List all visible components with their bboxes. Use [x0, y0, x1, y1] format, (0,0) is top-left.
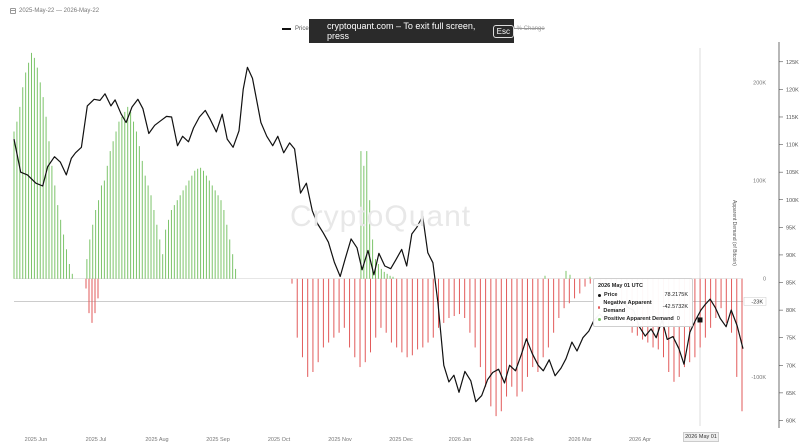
esc-key-hint: Esc [492, 24, 514, 38]
tooltip-row-price: Price 78.2175K [598, 291, 688, 299]
cursor-value-label: -23K [751, 299, 763, 305]
cursor-value-box [743, 297, 767, 306]
date-range-label: 2025-May-22 — 2026-May-22 [19, 8, 100, 14]
price-tick-label: 75K [786, 336, 796, 342]
cursor-marker [697, 317, 703, 323]
demand-tick-label: 200K [753, 80, 766, 86]
tooltip-label: Positive Apparent Demand [604, 316, 674, 322]
x-tick-label: 2025 Aug [145, 437, 168, 443]
price-tick-label: 120K [786, 87, 799, 93]
price-tick-label: 125K [786, 60, 799, 66]
date-range-selector[interactable]: 2025-May-22 — 2026-May-22 [10, 8, 99, 14]
price-tick-label: 60K [786, 418, 796, 424]
x-tick-label: 2026 Feb [510, 437, 533, 443]
legend-price-label: Price [295, 26, 309, 32]
legend-price[interactable]: Price [282, 26, 309, 32]
fullscreen-notice: cryptoquant.com – To exit full screen, p… [309, 19, 514, 43]
tooltip-value: 0 [676, 316, 680, 322]
right-axis-title: Apparent Demand (of Bitcoin) [731, 200, 737, 266]
price-tick-label: 65K [786, 391, 796, 397]
x-tick-label: 2026 Apr [629, 437, 651, 443]
fullscreen-message: cryptoquant.com – To exit full screen, p… [327, 21, 476, 41]
tooltip-row-positive: Positive Apparent Demand 0 [598, 315, 688, 323]
legend-price-swatch [282, 28, 291, 30]
x-tick-label: 2026 Jan [449, 437, 472, 443]
price-tick-label: 95K [786, 225, 796, 231]
price-tick-label: 105K [786, 170, 799, 176]
price-line [13, 66, 744, 403]
demand-tick-label: -100K [751, 375, 766, 381]
x-tick-label: 2025 Nov [328, 437, 352, 443]
price-tick-label: 110K [786, 143, 799, 149]
demand-tick-label: 100K [753, 179, 766, 185]
price-tick-label: 115K [786, 115, 799, 121]
tooltip-dot-price [598, 293, 601, 297]
tooltip-value: -42.5732K [662, 304, 688, 310]
tooltip-row-negative: Negative Apparent Demand -42.5732K [598, 299, 688, 315]
tooltip-label: Price [604, 292, 618, 298]
tooltip-date: 2026 May 01 UTC [598, 283, 643, 289]
price-tick-label: 85K [786, 281, 796, 287]
price-tick-label: 80K [786, 308, 796, 314]
price-tick-label: 90K [786, 253, 796, 259]
x-tick-label: 2025 Oct [268, 437, 291, 443]
price-tick-label: 100K [786, 198, 799, 204]
price-tick-label: 70K [786, 363, 796, 369]
demand-tick-label: 0 [763, 277, 766, 283]
cursor-date-label: 2026 May 01 [683, 432, 719, 442]
chart-tooltip: 2026 May 01 UTC Price 78.2175K Negative … [593, 278, 693, 327]
x-tick-label: 2026 Mar [568, 437, 591, 443]
x-tick-label: 2025 Jun [25, 437, 48, 443]
x-tick-label: 2025 Sep [206, 437, 230, 443]
tooltip-dot-positive [598, 317, 601, 321]
x-tick-label: 2025 Dec [389, 437, 413, 443]
legend-change[interactable]: y % Change [512, 26, 545, 32]
tooltip-dot-negative [598, 305, 601, 309]
tooltip-value: 78.2175K [664, 292, 688, 298]
calendar-icon [10, 8, 16, 14]
tooltip-label: Negative Apparent Demand [603, 300, 652, 314]
x-tick-label: 2025 Jul [86, 437, 107, 443]
